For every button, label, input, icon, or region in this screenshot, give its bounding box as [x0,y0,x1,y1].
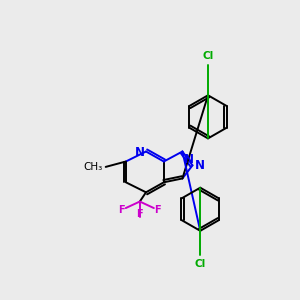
Text: N: N [195,159,205,172]
Text: CH₃: CH₃ [83,162,103,172]
Text: F: F [154,205,161,214]
Text: N: N [184,153,194,166]
Text: F: F [136,209,143,219]
Text: N: N [134,146,145,159]
Text: Cl: Cl [202,51,214,62]
Text: F: F [118,205,125,214]
Text: Cl: Cl [195,259,206,269]
